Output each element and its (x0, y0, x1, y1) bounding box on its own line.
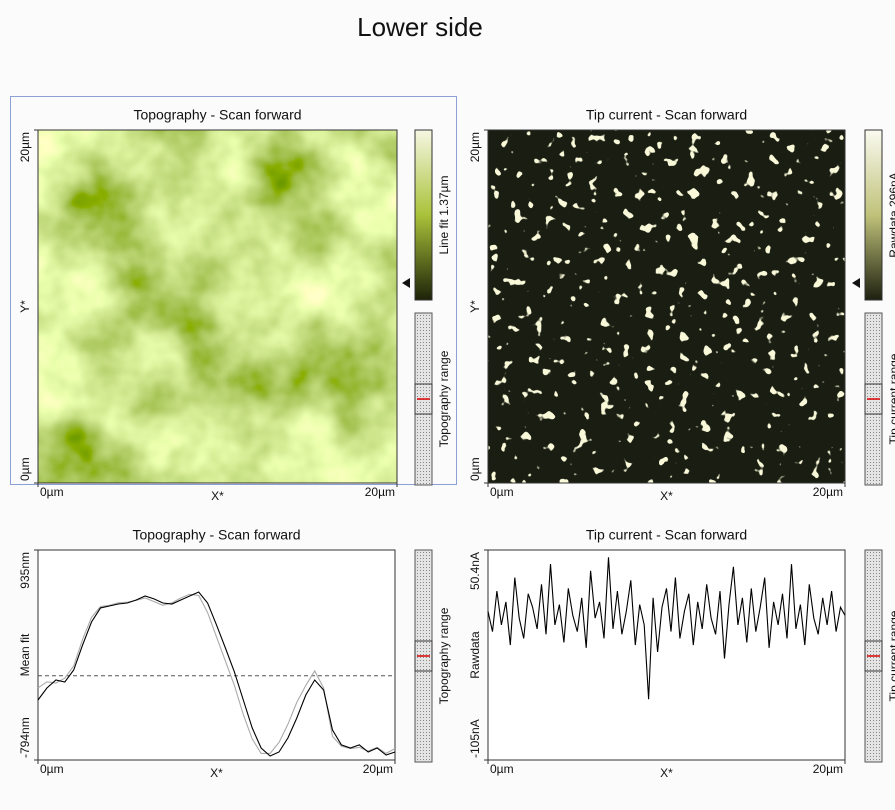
y-axis-label: Mean fit (18, 633, 32, 676)
y-tick-label: -794nm (18, 717, 32, 758)
range-window (414, 383, 433, 415)
y-tick-label: 0µm (468, 457, 482, 481)
page-title: Lower side (357, 12, 483, 42)
x-tick-label: 0µm (490, 485, 514, 499)
x-tick-label: 0µm (40, 762, 64, 776)
x-tick-label: 20µm (365, 485, 395, 499)
x-axis-label: X* (210, 766, 223, 780)
panel-title: Tip current - Scan forward (586, 107, 747, 123)
range-label: Topography range (437, 350, 451, 447)
y-tick-label: 50.4nA (468, 552, 482, 590)
plot-area (37, 549, 396, 761)
current-speckles (488, 130, 845, 483)
x-tick-label: 20µm (813, 762, 843, 776)
colorbar (414, 129, 433, 301)
y-tick-label: 935nm (18, 552, 32, 589)
x-tick-label: 20µm (363, 762, 393, 776)
x-axis-label: X* (211, 489, 224, 503)
range-window (864, 640, 883, 672)
profile-line (37, 593, 396, 755)
x-tick-label: 0µm (490, 762, 514, 776)
colorbar-label: Rawdata 296nA (887, 172, 895, 257)
topography-image (38, 130, 397, 483)
colorbar-label: Line fit 1.37µm (437, 176, 451, 255)
x-axis-label: X* (660, 489, 673, 503)
range-label: Tip current range (887, 353, 895, 444)
range-label: Tip current range (887, 610, 895, 701)
range-window (864, 383, 883, 415)
colorbar-pointer (402, 278, 410, 288)
profile-line (37, 591, 396, 757)
x-axis-label: X* (660, 766, 673, 780)
plot-area (487, 549, 846, 761)
y-axis-label: Rawdata (468, 631, 482, 679)
range-window (414, 640, 433, 672)
image-border (487, 129, 846, 484)
x-tick-label: 20µm (813, 485, 843, 499)
chart-title: Topography - Scan forward (132, 527, 300, 543)
y-tick-label: 20µm (18, 132, 32, 162)
y-axis-label: Y* (468, 300, 482, 313)
panel-title: Topography - Scan forward (133, 107, 301, 123)
colorbar (864, 129, 883, 301)
image-border (37, 129, 398, 484)
y-tick-label: -105nA (468, 719, 482, 758)
profile-line (487, 557, 846, 700)
y-tick-label: 0µm (18, 457, 32, 481)
y-axis-label: Y* (18, 300, 32, 313)
y-tick-label: 20µm (468, 132, 482, 162)
colorbar-pointer (852, 278, 860, 288)
selected-frame (10, 96, 457, 485)
range-label: Topography range (437, 607, 451, 704)
chart-title: Tip current - Scan forward (586, 527, 747, 543)
x-tick-label: 0µm (40, 485, 64, 499)
